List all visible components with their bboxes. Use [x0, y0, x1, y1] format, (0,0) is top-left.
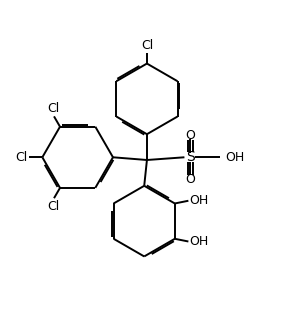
Text: O: O	[185, 172, 195, 186]
Text: S: S	[186, 150, 195, 164]
Text: OH: OH	[190, 235, 209, 248]
Text: Cl: Cl	[47, 200, 59, 212]
Text: OH: OH	[190, 194, 209, 207]
Text: O: O	[185, 129, 195, 142]
Text: Cl: Cl	[141, 39, 153, 52]
Text: Cl: Cl	[15, 151, 28, 164]
Text: OH: OH	[226, 151, 245, 164]
Text: Cl: Cl	[47, 102, 59, 115]
